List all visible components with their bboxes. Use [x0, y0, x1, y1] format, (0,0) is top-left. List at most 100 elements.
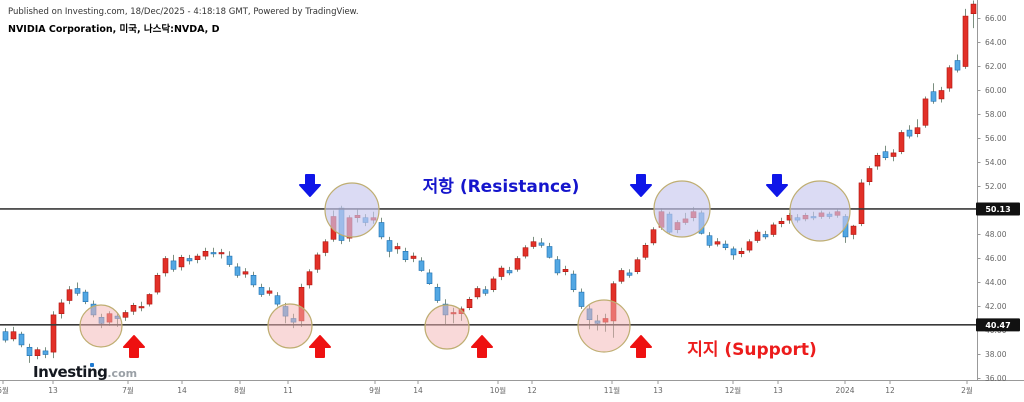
- candle-up: [962, 15, 969, 67]
- candle-up: [10, 331, 17, 340]
- candle-up: [770, 224, 777, 235]
- candle-up: [898, 132, 905, 153]
- support-highlight-circle: [424, 304, 470, 350]
- candle-down: [626, 272, 633, 276]
- resistance-highlight-circle: [653, 180, 711, 238]
- candle-up: [642, 245, 649, 258]
- resistance-price-badge-text: 50.13: [985, 205, 1010, 214]
- time-tick-label: 2월: [961, 385, 973, 395]
- candle-up: [162, 258, 169, 274]
- candle-up: [650, 229, 657, 244]
- time-tick-label: 9월: [369, 385, 381, 395]
- logo-brand-text: Investing: [33, 363, 108, 381]
- candle-up: [634, 259, 641, 273]
- resistance-highlight-circle: [789, 180, 851, 242]
- support-highlight-circle: [79, 304, 123, 348]
- price-tick-label: 36.00: [985, 374, 1007, 383]
- time-tick-label: 11월: [604, 385, 621, 395]
- resistance-label: 저항 (Resistance): [423, 176, 580, 197]
- candle-down: [18, 333, 25, 346]
- candle-up: [874, 155, 881, 167]
- candle-down: [2, 331, 9, 341]
- candle-down: [234, 266, 241, 276]
- candle-up: [130, 304, 137, 312]
- price-tick-label: 62.00: [985, 62, 1007, 71]
- candle-down: [762, 234, 769, 238]
- resistance-price-badge: [976, 202, 1020, 216]
- candle-up: [938, 90, 945, 100]
- candle-down: [506, 270, 513, 274]
- time-tick-label: 10월: [490, 385, 507, 395]
- candle-up: [946, 67, 953, 89]
- candle-up: [474, 288, 481, 298]
- price-tick-label: 56.00: [985, 134, 1007, 143]
- candle-down: [730, 248, 737, 256]
- candle-up: [746, 241, 753, 251]
- candle-down: [570, 273, 577, 291]
- support-highlight-circle: [267, 303, 313, 349]
- candle-down: [722, 243, 729, 249]
- time-tick-label: 12: [527, 386, 537, 395]
- candle-up: [562, 268, 569, 272]
- resistance-down-arrow-icon: [630, 174, 652, 197]
- candle-up: [306, 271, 313, 286]
- price-tick-label: 48.00: [985, 230, 1007, 239]
- candle-up: [314, 254, 321, 270]
- candle-up: [490, 278, 497, 290]
- candle-up: [890, 152, 897, 157]
- price-tick-label: 44.00: [985, 278, 1007, 287]
- chart-header: Published on Investing.com, 18/Dec/2025 …: [8, 7, 359, 35]
- support-price-badge-text: 40.47: [985, 321, 1010, 330]
- candle-down: [42, 350, 49, 355]
- candle-down: [186, 258, 193, 262]
- candle-up: [858, 182, 865, 224]
- price-tick-label: 42.00: [985, 302, 1007, 311]
- candle-down: [378, 222, 385, 238]
- investing-logo: Investing.com: [33, 362, 137, 381]
- candle-down: [930, 91, 937, 102]
- candle-down: [170, 260, 177, 270]
- candle-up: [50, 314, 57, 353]
- candle-up: [866, 168, 873, 182]
- candle-up: [914, 127, 921, 134]
- candle-down: [250, 274, 257, 286]
- support-up-arrow-icon: [471, 335, 493, 358]
- candle-up: [322, 241, 329, 253]
- candle-down: [954, 60, 961, 71]
- price-tick-label: 52.00: [985, 182, 1007, 191]
- time-tick-label: 13: [48, 386, 58, 395]
- support-up-arrow-icon: [309, 335, 331, 358]
- support-up-arrow-icon: [123, 335, 145, 358]
- candle-up: [122, 312, 129, 318]
- candle-down: [906, 129, 913, 137]
- candle-up: [410, 255, 417, 259]
- candle-up: [218, 252, 225, 255]
- candle-down: [578, 291, 585, 307]
- candle-down: [386, 240, 393, 252]
- candle-down: [402, 251, 409, 261]
- candle-up: [66, 289, 73, 301]
- candle-up: [242, 271, 249, 275]
- candle-down: [210, 252, 217, 255]
- time-tick-label: 12월: [725, 385, 742, 395]
- support-price-badge: [976, 318, 1020, 332]
- candle-up: [266, 290, 273, 294]
- resistance-down-arrow-icon: [766, 174, 788, 197]
- candle-up: [522, 247, 529, 257]
- candle-up: [498, 267, 505, 277]
- instrument-title: NVIDIA Corporation, 미국, 나스닥:NVDA, D: [8, 24, 220, 35]
- candle-down: [258, 286, 265, 295]
- candle-down: [538, 242, 545, 246]
- price-tick-label: 64.00: [985, 38, 1007, 47]
- time-tick-label: 12: [885, 386, 895, 395]
- candle-up: [778, 221, 785, 225]
- price-tick-label: 58.00: [985, 110, 1007, 119]
- candle-up: [754, 231, 761, 241]
- price-tick-label: 66.00: [985, 14, 1007, 23]
- price-tick-label: 60.00: [985, 86, 1007, 95]
- candle-down: [274, 295, 281, 305]
- time-tick-label: 11: [283, 386, 293, 395]
- candle-up: [34, 349, 41, 357]
- candle-up: [530, 241, 537, 247]
